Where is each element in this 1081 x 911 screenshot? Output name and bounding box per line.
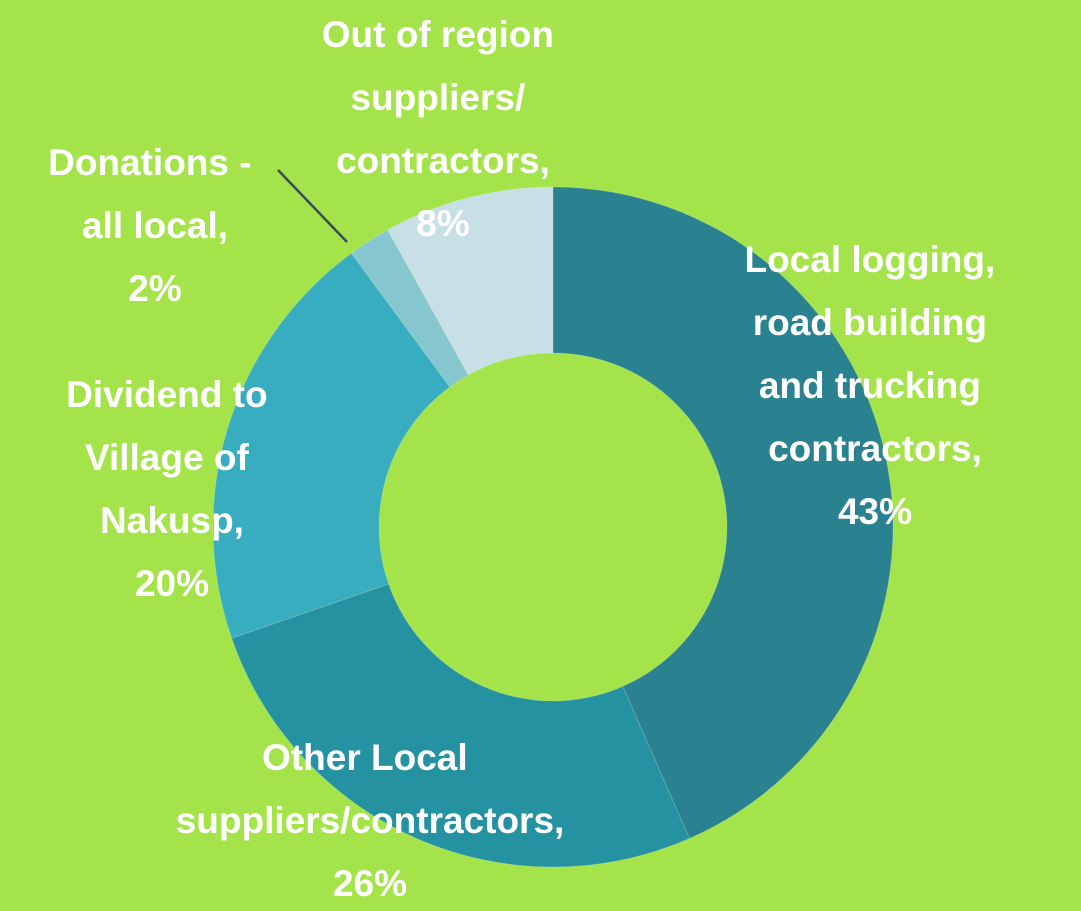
- label-line: Out of region: [322, 14, 565, 55]
- label-line: Other Local: [262, 737, 478, 778]
- value-label: 43%: [838, 491, 912, 532]
- label-line: Dividend to: [66, 374, 278, 415]
- label-line: road building: [753, 302, 998, 343]
- label-line: and trucking: [759, 365, 991, 406]
- data-label: Local logging, road building and truckin…: [744, 239, 1005, 469]
- leader-line: [277, 169, 348, 243]
- label-line: Local logging,: [744, 239, 1005, 280]
- label-line: contractors,: [336, 140, 550, 181]
- label-line: suppliers/: [350, 77, 535, 118]
- donut-slice: [387, 186, 554, 376]
- donut-slice: [231, 583, 690, 868]
- value-label: 20%: [135, 563, 209, 604]
- donut-slice: [212, 252, 451, 639]
- value-label: 8%: [416, 203, 469, 244]
- label-line: all local,: [82, 205, 228, 246]
- data-label: Other Local suppliers/contractors,: [176, 737, 565, 841]
- label-line: contractors,: [768, 428, 982, 469]
- data-label: Out of region suppliers/ contractors,: [322, 14, 565, 181]
- value-label: 2%: [128, 268, 181, 309]
- label-line: Village of: [85, 437, 259, 478]
- data-label: Dividend to Village of Nakusp,: [66, 374, 278, 541]
- label-line: suppliers/contractors,: [176, 800, 565, 841]
- label-line: Donations -: [48, 142, 262, 183]
- label-line: Nakusp,: [100, 500, 244, 541]
- value-label: 26%: [333, 863, 407, 904]
- data-label: Donations - all local,: [48, 142, 262, 246]
- donut-slice: [552, 186, 894, 840]
